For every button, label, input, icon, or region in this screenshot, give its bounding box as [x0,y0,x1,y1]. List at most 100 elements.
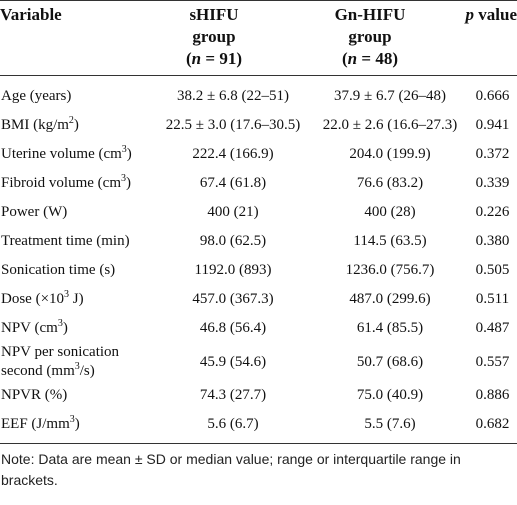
p-cell: 0.372 [475,146,510,162]
variable-label: BMI (kg/m [1,117,69,133]
variable-tail: ) [73,117,79,133]
variable-cell: Treatment time (min) [0,227,152,256]
variable-tail: ) [126,175,131,191]
p-word: value [474,5,517,24]
superscript: 3 [74,361,80,372]
count-var: n [347,49,358,68]
shifu-cell: 22.5 ± 3.0 (17.6–30.5) [165,117,301,133]
p-cell: 0.682 [475,416,510,432]
variable-label: Treatment time (min) [1,233,130,249]
variable-cell: Sonication time (s) [0,256,152,285]
shifu-cell: 1192.0 (893) [194,262,272,278]
variable-label: Age (years) [1,88,72,104]
variable-cell: NPV (cm3) [0,314,152,343]
superscript: 2 [68,115,74,126]
table-row: Sonication time (s) 1192.0 (893) 1236.0 (7… [0,256,517,285]
table-row: NPV (cm3) 46.8 (56.4) 61.4 (85.5) 0.487 [0,314,517,343]
gnhifu-cell: 76.6 (83.2) [356,175,424,191]
variable-label: NPV (cm [1,320,58,336]
superscript: 3 [57,318,63,329]
group-count: (n = 48) [320,48,420,70]
gnhifu-cell: 487.0 (299.6) [349,291,431,307]
variable-tail: ) [62,320,68,336]
shifu-cell: 46.8 (56.4) [199,320,267,336]
shifu-cell: 98.0 (62.5) [199,233,267,249]
shifu-cell: 5.6 (6.7) [207,416,259,432]
shifu-cell: 67.4 (61.8) [199,175,267,191]
table-note: Note: Data are mean ± SD or median value… [1,451,461,488]
header-cell: Variable [0,0,152,76]
variable-label: Dose (×10 [1,291,65,307]
table-row: Treatment time (min) 98.0 (62.5) 114.5 (63… [0,227,517,256]
superscript: 3 [121,173,126,184]
variable-cell: Age (years) [0,76,152,112]
group-word: group [192,27,236,46]
gnhifu-cell: 50.7 (68.6) [356,353,424,370]
gnhifu-cell: 204.0 (199.9) [349,146,431,162]
p-var: p [465,5,475,24]
count-value: = 91) [201,49,242,68]
gnhifu-cell: 400 (28) [364,204,416,220]
variable-cell: NPVR (%) [0,381,152,410]
variable-cell: BMI (kg/m2) [0,111,152,140]
gnhifu-cell: 1236.0 (756.7) [345,262,435,278]
variable-tail: /s) [79,363,95,379]
table-row: Uterine volume (cm3) 222.4 (166.9) 204.0 (… [0,140,517,169]
p-cell: 0.505 [475,262,510,278]
p-cell: 0.487 [475,320,510,336]
table-body: Age (years) 38.2 ± 6.8 (22–51) 37.9 ± 6.7 … [0,76,517,444]
group-word: group [348,27,392,46]
table-row: Age (years) 38.2 ± 6.8 (22–51) 37.9 ± 6.7 … [0,76,517,112]
variable-label: EEF (J/mm [1,416,70,432]
table-row: EEF (J/mm3) 5.6 (6.7) 5.5 (7.6) 0.682 [0,410,517,444]
table-row: Dose (×103 J) 457.0 (367.3) 487.0 (299.6) 0… [0,285,517,314]
table-row: NPVR (%) 74.3 (27.7) 75.0 (40.9) 0.886 [0,381,517,410]
variable-label: Power (W) [1,204,68,220]
p-cell: 0.339 [475,175,510,191]
p-cell: 0.380 [475,233,510,249]
gnhifu-cell: 22.0 ± 2.6 (16.6–27.3) [322,117,458,133]
p-cell: 0.886 [475,387,510,403]
variable-cell: Power (W) [0,198,152,227]
p-cell: 0.941 [475,117,510,133]
shifu-cell: 457.0 (367.3) [192,291,274,307]
gnhifu-cell: 114.5 (63.5) [353,233,427,249]
variable-label: NPV per sonication second (mm [1,344,120,379]
variable-tail: J) [69,291,84,307]
shifu-cell: 400 (21) [207,204,259,220]
header-cell: p value [460,0,517,76]
group-count: (n = 91) [152,48,276,70]
gnhifu-cell: 37.9 ± 6.7 (26–48) [334,88,446,104]
p-cell: 0.511 [475,291,510,307]
shifu-cell: 38.2 ± 6.8 (22–51) [177,88,289,104]
paren: ( [342,49,348,68]
variable-cell: NPV per sonication second (mm3/s) [0,343,152,381]
shifu-cell: 74.3 (27.7) [199,387,267,403]
superscript: 3 [64,289,70,300]
gnhifu-cell: 61.4 (85.5) [356,320,424,336]
variable-cell: Uterine volume (cm3) [0,140,152,169]
p-cell: 0.666 [475,88,510,104]
variable-cell: EEF (J/mm3) [0,410,152,444]
variable-cell: Dose (×103 J) [0,285,152,314]
variable-label: Uterine volume (cm [1,146,122,162]
header-row: Variable sHIFU group (n = 91) Gn-HIFU group (n… [0,0,517,76]
group-name: Gn-HIFU [334,5,406,24]
variable-label: Fibroid volume (cm [1,175,121,191]
table-row: Fibroid volume (cm3) 67.4 (61.8) 76.6 (83.… [0,169,517,198]
p-cell: 0.226 [475,204,510,220]
variable-label: NPVR (%) [1,387,68,403]
gnhifu-cell: 75.0 (40.9) [356,387,424,403]
data-table: Variable sHIFU group (n = 91) Gn-HIFU group (n… [0,0,517,444]
table-row: Power (W) 400 (21) 400 (28) 0.226 [0,198,517,227]
superscript: 3 [69,414,75,425]
superscript: 3 [121,144,127,155]
variable-label: Sonication time (s) [1,262,116,278]
variable-tail: ) [126,146,132,162]
gnhifu-cell: 5.5 (7.6) [364,416,416,432]
table-row: BMI (kg/m2) 22.5 ± 3.0 (17.6–30.5) 22.0 ± … [0,111,517,140]
p-cell: 0.557 [475,353,510,370]
header-cell: Gn-HIFU group (n = 48) [320,0,460,76]
count-var: n [191,49,202,68]
